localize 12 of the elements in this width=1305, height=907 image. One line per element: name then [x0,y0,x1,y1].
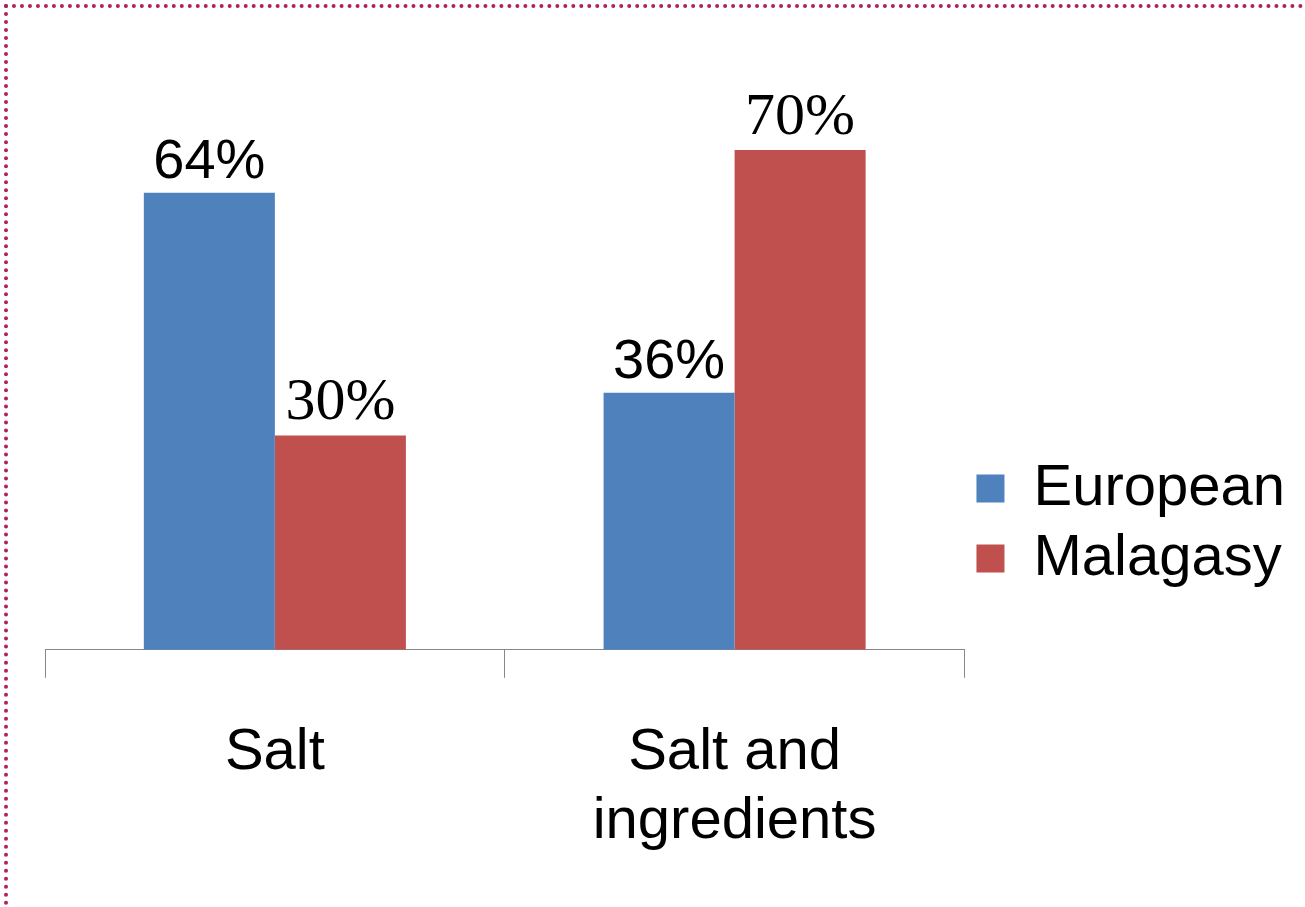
x-tick-label: Salt [224,715,325,781]
bar [734,150,866,650]
bar [143,192,275,650]
legend-label: European [1033,451,1286,517]
legend-label: Malagasy [1033,521,1282,587]
x-tick-label: Salt and ingredients [592,715,877,851]
data-label: 36% [613,327,726,391]
data-label: 64% [153,127,266,191]
bar [603,392,735,650]
data-label: 70% [745,80,856,147]
data-label: 30% [285,366,396,433]
bar [274,435,406,650]
